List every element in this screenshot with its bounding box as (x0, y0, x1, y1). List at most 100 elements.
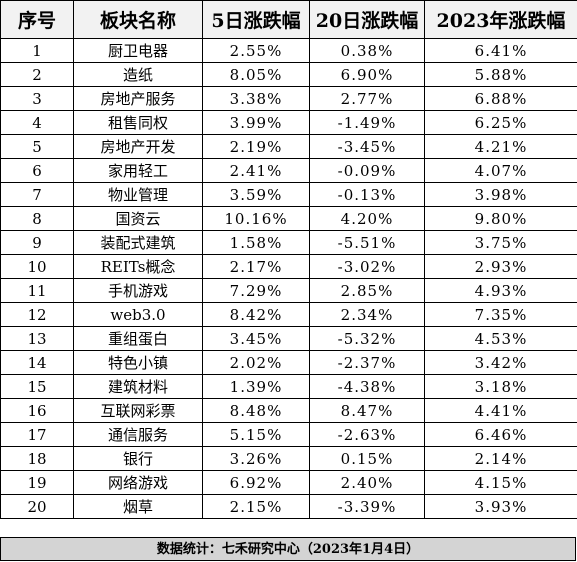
table-row: 18 银行 3.26% 0.15% 2.14% (0, 446, 577, 471)
change-2023: 3.18% (424, 374, 577, 399)
change-5day: 8.48% (202, 398, 310, 423)
row-index: 2 (0, 62, 74, 87)
row-index: 3 (0, 86, 74, 111)
change-20day: 8.47% (309, 398, 425, 423)
sector-name: 建筑材料 (73, 374, 203, 399)
change-5day: 2.15% (202, 494, 310, 519)
change-5day: 8.42% (202, 302, 310, 327)
header-5day-change: 5日涨跌幅 (202, 0, 310, 39)
change-2023: 6.41% (424, 38, 577, 63)
change-2023: 3.75% (424, 230, 577, 255)
sector-name: 房地产服务 (73, 86, 203, 111)
table-row: 5 房地产开发 2.19% -3.45% 4.21% (0, 134, 577, 159)
change-20day: 2.34% (309, 302, 425, 327)
change-20day: -3.02% (309, 254, 425, 279)
row-index: 14 (0, 350, 74, 375)
table-row: 16 互联网彩票 8.48% 8.47% 4.41% (0, 398, 577, 423)
change-2023: 6.88% (424, 86, 577, 111)
table-row: 7 物业管理 3.59% -0.13% 3.98% (0, 182, 577, 207)
change-20day: 0.38% (309, 38, 425, 63)
change-20day: -3.39% (309, 494, 425, 519)
change-5day: 2.41% (202, 158, 310, 183)
sector-performance-table: 序号 板块名称 5日涨跌幅 20日涨跌幅 2023年涨跌幅 1 厨卫电器 2.55%… (0, 0, 577, 519)
table-row: 17 通信服务 5.15% -2.63% 6.46% (0, 422, 577, 447)
sector-name: web3.0 (73, 302, 203, 327)
change-20day: -0.13% (309, 182, 425, 207)
table-row: 6 家用轻工 2.41% -0.09% 4.07% (0, 158, 577, 183)
table-row: 3 房地产服务 3.38% 2.77% 6.88% (0, 86, 577, 111)
change-20day: -5.51% (309, 230, 425, 255)
change-2023: 4.41% (424, 398, 577, 423)
change-20day: 4.20% (309, 206, 425, 231)
sector-name: 国资云 (73, 206, 203, 231)
change-5day: 8.05% (202, 62, 310, 87)
change-2023: 3.98% (424, 182, 577, 207)
row-index: 5 (0, 134, 74, 159)
change-20day: 2.40% (309, 470, 425, 495)
sector-name: 烟草 (73, 494, 203, 519)
row-index: 10 (0, 254, 74, 279)
source-footer: 数据统计：七禾研究中心（2023年1月4日） (0, 537, 576, 561)
change-2023: 2.93% (424, 254, 577, 279)
table-row: 4 租售同权 3.99% -1.49% 6.25% (0, 110, 577, 135)
table-body: 1 厨卫电器 2.55% 0.38% 6.41% 2 造纸 8.05% 6.90% 5.88% 3 房… (0, 38, 577, 519)
table-row: 1 厨卫电器 2.55% 0.38% 6.41% (0, 38, 577, 63)
row-index: 7 (0, 182, 74, 207)
row-index: 20 (0, 494, 74, 519)
table-row: 2 造纸 8.05% 6.90% 5.88% (0, 62, 577, 87)
sector-name: 手机游戏 (73, 278, 203, 303)
sector-name: REITs概念 (73, 254, 203, 279)
row-index: 17 (0, 422, 74, 447)
header-2023-change: 2023年涨跌幅 (424, 0, 577, 39)
header-index: 序号 (0, 0, 74, 39)
table-row: 15 建筑材料 1.39% -4.38% 3.18% (0, 374, 577, 399)
change-2023: 6.25% (424, 110, 577, 135)
change-20day: -2.63% (309, 422, 425, 447)
change-5day: 2.55% (202, 38, 310, 63)
change-5day: 1.39% (202, 374, 310, 399)
sector-name: 银行 (73, 446, 203, 471)
table-row: 9 装配式建筑 1.58% -5.51% 3.75% (0, 230, 577, 255)
sector-name: 通信服务 (73, 422, 203, 447)
change-5day: 3.45% (202, 326, 310, 351)
change-20day: 0.15% (309, 446, 425, 471)
table-row: 11 手机游戏 7.29% 2.85% 4.93% (0, 278, 577, 303)
row-index: 18 (0, 446, 74, 471)
row-index: 8 (0, 206, 74, 231)
row-index: 1 (0, 38, 74, 63)
table-row: 8 国资云 10.16% 4.20% 9.80% (0, 206, 577, 231)
change-2023: 3.93% (424, 494, 577, 519)
sector-name: 租售同权 (73, 110, 203, 135)
sector-name: 厨卫电器 (73, 38, 203, 63)
row-index: 9 (0, 230, 74, 255)
change-2023: 4.21% (424, 134, 577, 159)
table-row: 13 重组蛋白 3.45% -5.32% 4.53% (0, 326, 577, 351)
change-5day: 2.19% (202, 134, 310, 159)
change-2023: 3.42% (424, 350, 577, 375)
change-2023: 7.35% (424, 302, 577, 327)
table-row: 14 特色小镇 2.02% -2.37% 3.42% (0, 350, 577, 375)
change-2023: 4.93% (424, 278, 577, 303)
row-index: 6 (0, 158, 74, 183)
row-index: 19 (0, 470, 74, 495)
change-20day: 2.77% (309, 86, 425, 111)
change-5day: 1.58% (202, 230, 310, 255)
sector-name: 物业管理 (73, 182, 203, 207)
sector-name: 特色小镇 (73, 350, 203, 375)
change-2023: 4.15% (424, 470, 577, 495)
sector-name: 互联网彩票 (73, 398, 203, 423)
header-20day-change: 20日涨跌幅 (309, 0, 425, 39)
table-row: 10 REITs概念 2.17% -3.02% 2.93% (0, 254, 577, 279)
change-20day: -1.49% (309, 110, 425, 135)
row-index: 11 (0, 278, 74, 303)
table-row: 12 web3.0 8.42% 2.34% 7.35% (0, 302, 577, 327)
sector-name: 家用轻工 (73, 158, 203, 183)
change-20day: 2.85% (309, 278, 425, 303)
sector-name: 装配式建筑 (73, 230, 203, 255)
row-index: 12 (0, 302, 74, 327)
table-row: 19 网络游戏 6.92% 2.40% 4.15% (0, 470, 577, 495)
change-20day: -5.32% (309, 326, 425, 351)
sector-name: 房地产开发 (73, 134, 203, 159)
row-index: 16 (0, 398, 74, 423)
